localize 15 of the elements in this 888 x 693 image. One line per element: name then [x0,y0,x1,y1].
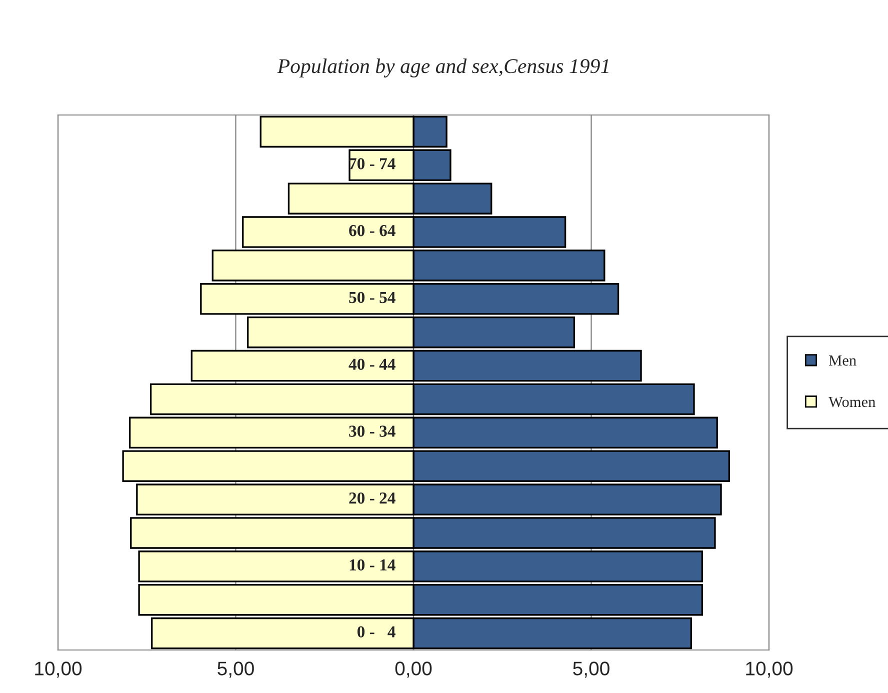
y-tick-label: 60 - 64 [349,224,396,236]
x-tick-label: 10,00 [746,662,793,678]
chart-title: Population by age and sex,Census 1991 [277,58,608,78]
y-tick-label: 10 - 14 [350,559,396,571]
x-tick-label: 0,00 [395,662,432,678]
x-tick-label: 5,00 [218,662,254,678]
y-tick-label: 30 - 34 [349,426,396,437]
x-tick-label: 10,00 [35,662,82,678]
legend-label: Women [828,396,876,408]
y-tick-label: 20 - 24 [349,492,396,504]
y-tick-label: 50 - 54 [349,292,396,304]
x-tick-label: 5,00 [573,662,610,678]
legend-label: Men [828,355,856,366]
y-tick-label: 0 - 4 [357,626,396,638]
y-tick-label: 40 - 44 [348,358,396,370]
